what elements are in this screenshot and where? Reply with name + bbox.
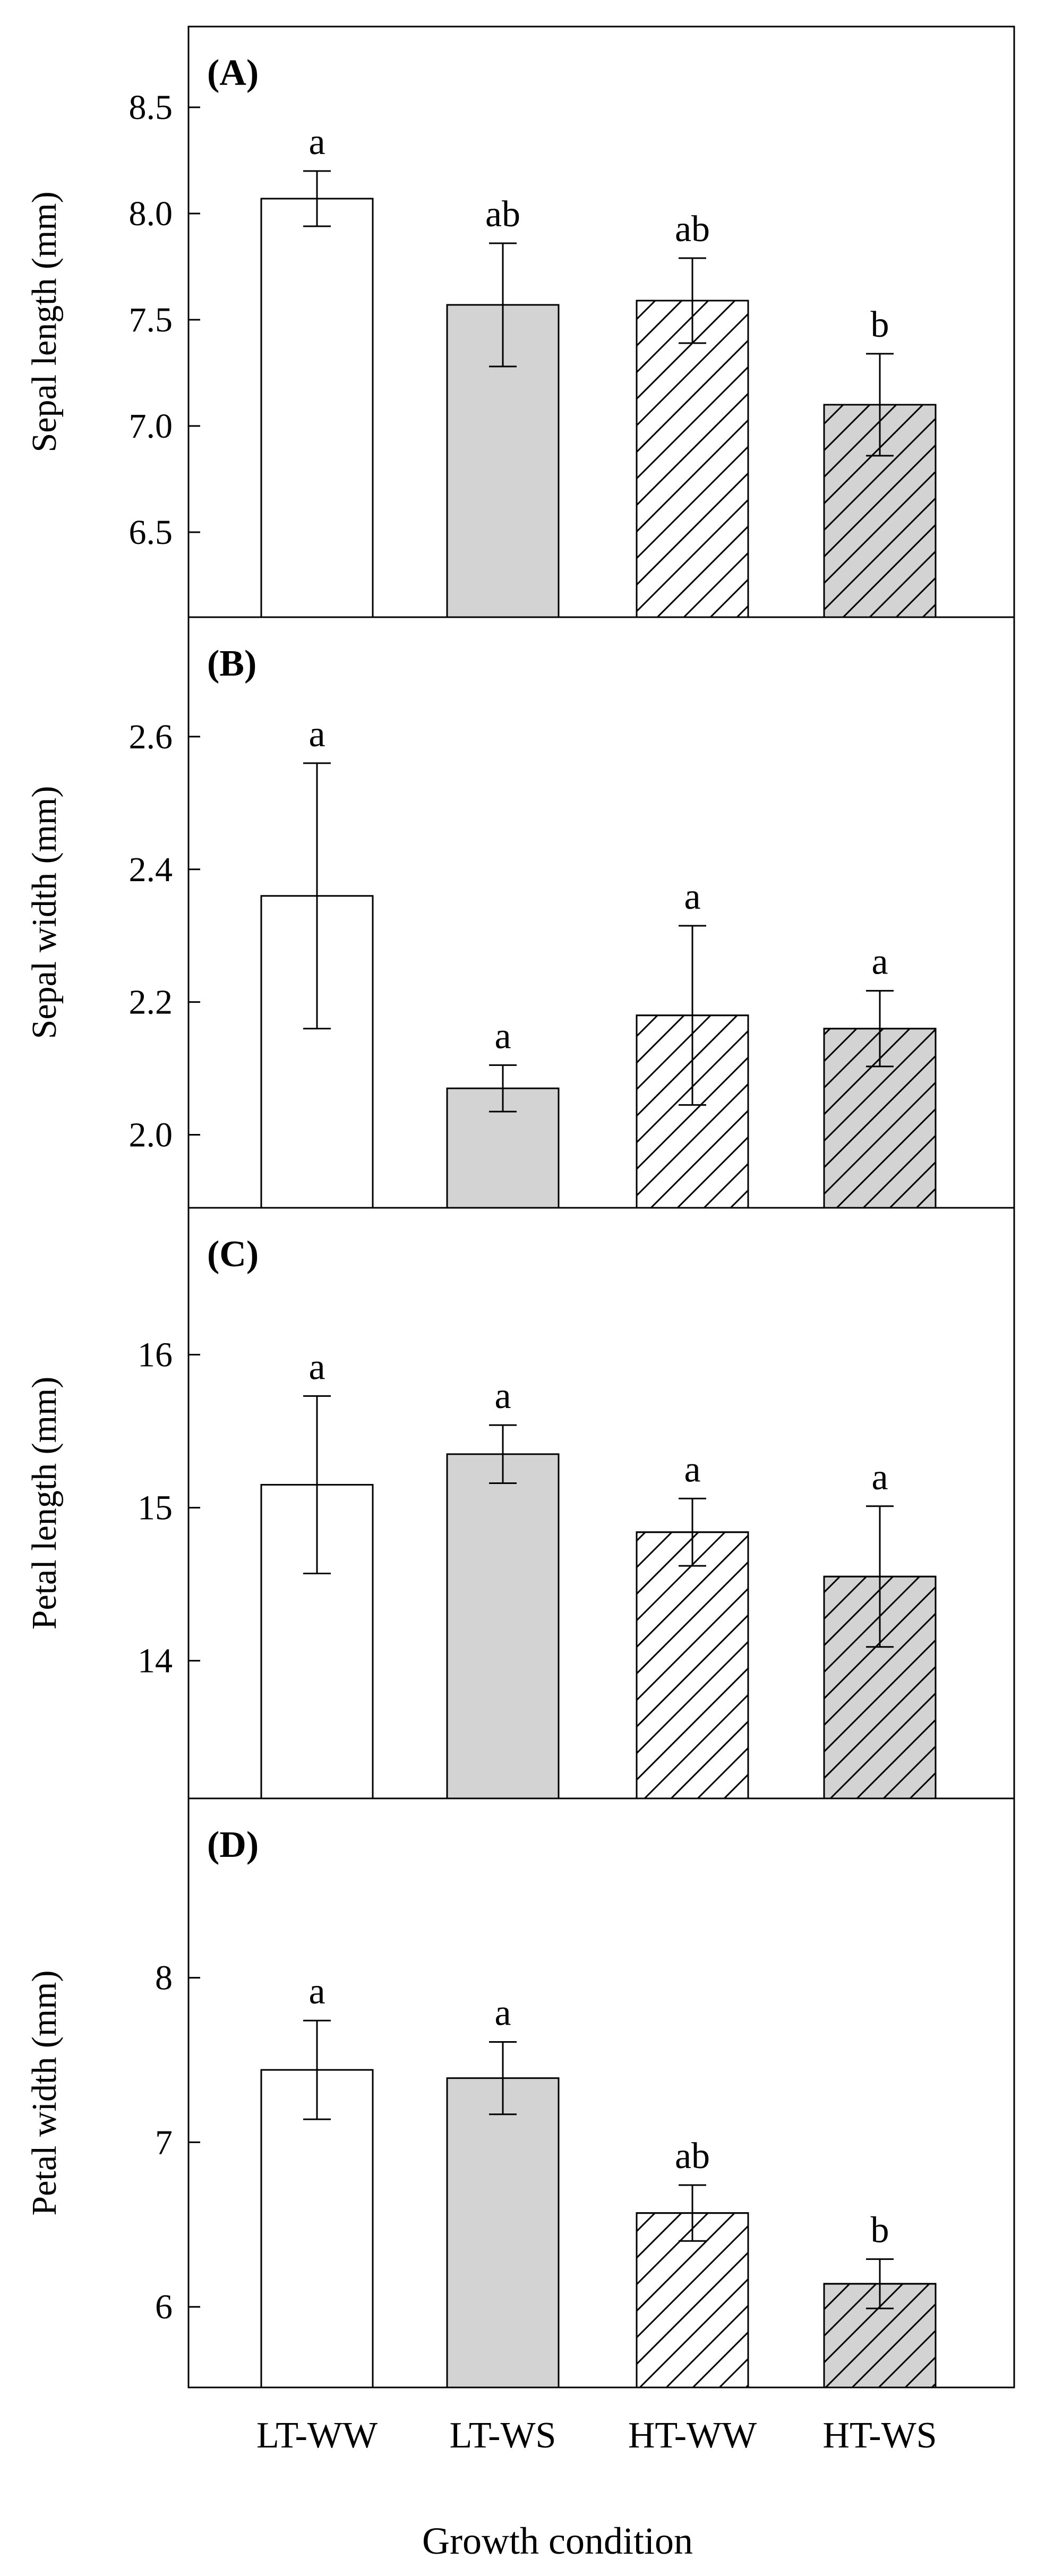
panel-label: (C) <box>207 1234 259 1275</box>
bar-hatch <box>636 300 749 618</box>
y-tick-label: 2.0 <box>129 1116 173 1155</box>
panel-label: (D) <box>207 1824 259 1865</box>
y-tick-label: 6.5 <box>129 513 173 552</box>
x-tick-label: HT-WS <box>822 2415 937 2456</box>
significance-letter: a <box>308 1346 325 1387</box>
y-tick-label: 7 <box>155 2123 173 2162</box>
chart-panel-1: 6.5 7.0 7.5 8.0 8.5 Sepal length (mm) (A) a ab ab… <box>25 25 1015 618</box>
significance-letter: a <box>494 1992 511 2033</box>
y-tick-label: 14 <box>138 1642 173 1681</box>
panel-label: (A) <box>207 53 259 93</box>
bar <box>446 1453 560 1799</box>
significance-letter: ab <box>485 194 520 235</box>
x-axis-title: Growth condition <box>422 2520 693 2562</box>
y-tick-label: 8 <box>155 1959 173 1998</box>
chart-panel-4: 6 7 8 Petal width (mm) (D) a a ab b <box>25 1797 1015 2389</box>
y-tick-label: 16 <box>138 1336 173 1375</box>
y-axis-title: Sepal length (mm) <box>25 191 64 452</box>
significance-letter: a <box>494 1376 511 1417</box>
y-tick-label: 6 <box>155 2288 173 2326</box>
significance-letter: a <box>871 941 888 982</box>
y-axis-title: Petal length (mm) <box>25 1377 64 1630</box>
x-tick-label: HT-WW <box>628 2415 757 2456</box>
x-tick-label: LT-WS <box>450 2415 556 2456</box>
significance-letter: b <box>871 304 889 345</box>
bar <box>446 2077 560 2389</box>
significance-letter: a <box>684 876 700 917</box>
significance-letter: a <box>494 1016 511 1056</box>
y-tick-label: 7.5 <box>129 301 173 339</box>
y-tick-label: 8.0 <box>129 194 173 233</box>
y-tick-label: 2.6 <box>129 718 173 756</box>
significance-letter: b <box>871 2210 889 2250</box>
y-tick-label: 8.5 <box>129 88 173 127</box>
bar-hatch <box>636 2212 749 2389</box>
significance-letter: a <box>308 122 325 163</box>
significance-letter: ab <box>675 2136 710 2177</box>
significance-letter: a <box>684 1449 700 1490</box>
chart-panel-2: 2.0 2.2 2.4 2.6 Sepal width (mm) (B) a a a a <box>25 616 1015 1209</box>
x-tick-label: LT-WW <box>256 2415 378 2456</box>
y-tick-label: 2.2 <box>129 983 173 1022</box>
y-tick-label: 15 <box>138 1489 173 1528</box>
y-axis-title: Petal width (mm) <box>25 1971 64 2216</box>
significance-letter: a <box>308 714 325 755</box>
y-axis-title: Sepal width (mm) <box>25 786 64 1039</box>
significance-letter: a <box>308 1971 325 2012</box>
significance-letter: ab <box>675 209 710 250</box>
bar-hatch <box>636 1531 749 1799</box>
bar <box>260 198 374 618</box>
significance-letter: a <box>871 1457 888 1498</box>
y-tick-label: 7.0 <box>129 407 173 446</box>
bar <box>260 2069 374 2389</box>
y-tick-label: 2.4 <box>129 850 173 889</box>
panel-frame <box>187 1797 1015 2389</box>
panel-label: (B) <box>207 643 256 684</box>
chart-panel-3: 14 15 16 Petal length (mm) (C) a a a a <box>25 1207 1015 1799</box>
